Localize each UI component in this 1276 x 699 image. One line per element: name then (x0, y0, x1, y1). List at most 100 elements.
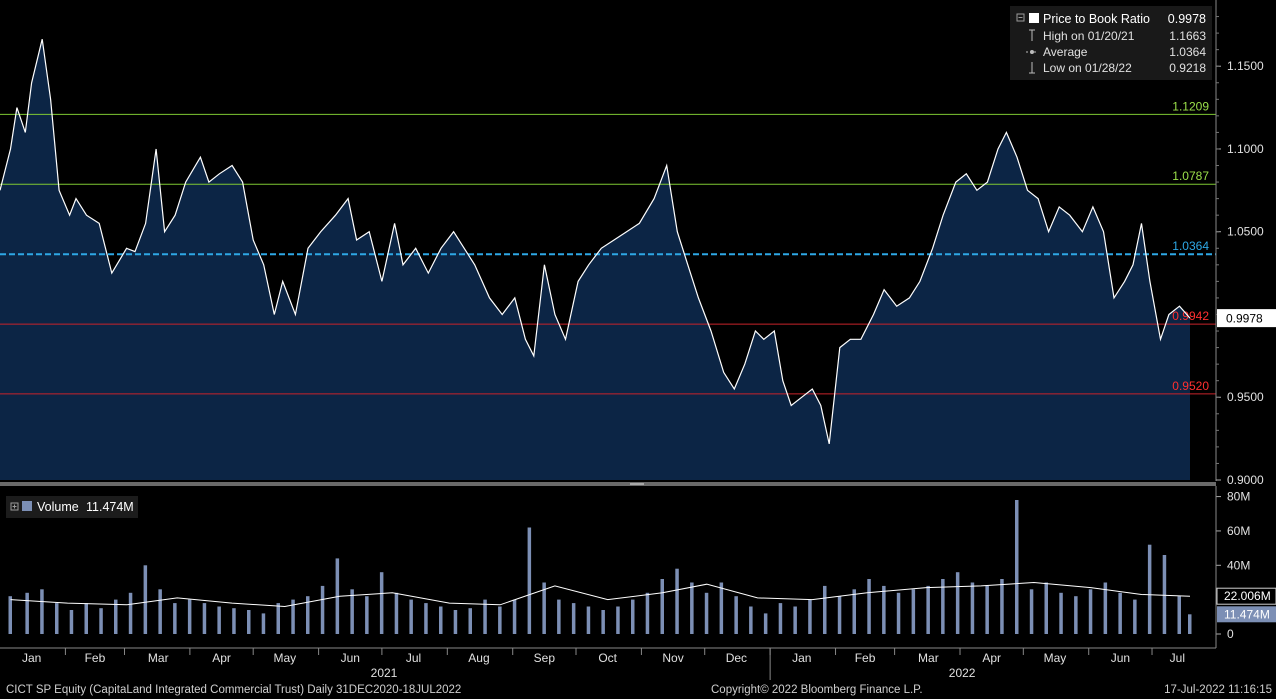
volume-bar (439, 606, 443, 634)
footer-security-info: CICT SP Equity (CapitaLand Integrated Co… (6, 684, 462, 696)
volume-bar (749, 606, 753, 634)
reference-label-5: 0.9520 (1172, 379, 1209, 393)
volume-bar (926, 585, 930, 634)
legend-low-value: 0.9218 (1169, 61, 1206, 75)
volume-bar (8, 596, 12, 634)
month-label-10: Oct (598, 651, 617, 665)
volume-bar (1000, 579, 1004, 634)
volume-bar (453, 610, 458, 634)
volume-bar (970, 582, 975, 634)
volume-bar (187, 599, 192, 634)
month-label-7: Jul (406, 651, 421, 665)
volume-ma-label: 22.006M (1224, 589, 1271, 603)
reference-label-3: 1.0364 (1172, 239, 1209, 253)
volume-bar (143, 565, 148, 634)
volume-bar (394, 592, 399, 634)
volume-bar (202, 603, 207, 634)
volume-bar (498, 606, 502, 634)
panel-divider[interactable] (0, 482, 1216, 486)
price-tick-label-2: 1.1000 (1227, 142, 1264, 156)
price-area-fill (0, 39, 1190, 480)
month-label-4: Apr (212, 651, 231, 665)
volume-bar (527, 527, 532, 634)
legend-low-label: Low on 01/28/22 (1043, 61, 1132, 75)
volume-bar (1103, 582, 1108, 634)
volume-panel (8, 500, 1192, 634)
volume-bar (852, 589, 856, 634)
volume-bar (158, 589, 162, 634)
volume-bar (247, 610, 251, 634)
legend-background (1010, 6, 1212, 80)
price-series-swatch (1029, 13, 1039, 23)
reference-label-1: 1.1209 (1172, 99, 1209, 113)
average-marker-icon (1026, 50, 1038, 54)
price-tick-label-4: 0.9500 (1227, 390, 1264, 404)
high-marker-icon (1029, 29, 1035, 41)
volume-bar (896, 592, 901, 634)
month-label-14: Feb (855, 651, 876, 665)
volume-bar (128, 592, 133, 634)
volume-bar (217, 606, 221, 634)
volume-legend-label: Volume (37, 500, 79, 514)
volume-bar (320, 585, 325, 634)
month-label-8: Aug (468, 651, 489, 665)
volume-bar (985, 585, 989, 634)
volume-last-label: 11.474M (1224, 607, 1270, 621)
volume-bar (424, 603, 428, 634)
volume-bar (882, 585, 886, 634)
volume-tick-label-1: 80M (1227, 490, 1250, 504)
month-label-18: Jun (1111, 651, 1130, 665)
volume-bar (763, 613, 768, 634)
volume-legend-expand-icon[interactable] (10, 502, 19, 511)
volume-bar (1177, 596, 1181, 634)
volume-bar (468, 608, 472, 634)
volume-bar (379, 572, 384, 634)
volume-bar (616, 606, 620, 634)
volume-bar (1118, 592, 1122, 634)
price-y-axis: 1.1500 1.1000 1.0500 0.9500 0.9000 0.9978 (1215, 0, 1276, 487)
volume-bar (365, 596, 369, 634)
volume-bar (941, 579, 945, 634)
month-label-12: Dec (726, 651, 747, 665)
volume-bar (306, 596, 310, 634)
volume-bar (483, 599, 487, 634)
month-label-3: Mar (148, 651, 169, 665)
reference-label-4: 0.9942 (1172, 309, 1209, 323)
volume-bar (911, 589, 916, 634)
volume-bar (25, 592, 29, 634)
legend-collapse-icon[interactable] (1016, 13, 1025, 22)
volume-swatch (22, 501, 32, 511)
volume-bar (542, 582, 546, 634)
panel-divider-grip[interactable] (630, 483, 644, 485)
year-label-2: 2022 (949, 666, 976, 680)
month-label-9: Sep (534, 651, 556, 665)
volume-bar (955, 572, 960, 634)
volume-bar (586, 606, 591, 634)
volume-bar (512, 599, 517, 634)
month-label-6: Jun (341, 651, 360, 665)
month-label-16: Apr (982, 651, 1001, 665)
month-label-11: Nov (662, 651, 683, 665)
volume-legend: Volume 11.474M (6, 496, 138, 518)
volume-bar (557, 599, 561, 634)
month-label-19: Jul (1170, 651, 1185, 665)
volume-bar (291, 599, 295, 634)
volume-bar (571, 603, 576, 634)
month-label-1: Jan (22, 651, 41, 665)
price-legend: Price to Book Ratio 0.9978 High on 01/20… (1010, 6, 1212, 80)
volume-legend-background (6, 496, 138, 518)
legend-price-value: 0.9978 (1168, 12, 1206, 26)
volume-bar (631, 599, 635, 634)
legend-average-label: Average (1043, 45, 1088, 59)
volume-last-tag (1217, 606, 1276, 623)
price-tick-label-3: 1.0500 (1227, 225, 1264, 239)
volume-bar (1133, 599, 1137, 634)
volume-bar (1015, 500, 1019, 634)
month-label-15: Mar (918, 651, 939, 665)
last-price-label: 0.9978 (1226, 312, 1263, 326)
price-panel: 1.1209 1.0787 1.0364 0.9942 0.9520 (0, 39, 1216, 480)
volume-bar (1029, 589, 1034, 634)
volume-bar (1147, 544, 1152, 634)
volume-bar (1162, 555, 1167, 634)
last-price-tag (1217, 309, 1276, 328)
